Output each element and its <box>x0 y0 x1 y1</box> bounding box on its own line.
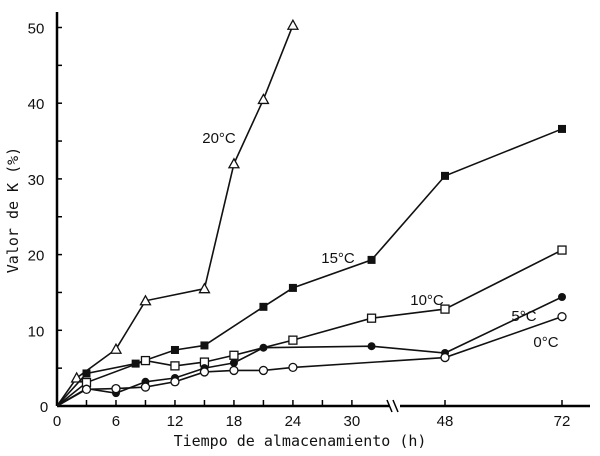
data-point-marker <box>81 384 92 394</box>
y-axis-title: Valor de K (%) <box>4 147 22 273</box>
data-point-marker <box>366 313 377 323</box>
data-point-marker <box>109 342 123 354</box>
data-point-marker <box>258 365 269 376</box>
x-tick-label: 72 <box>554 413 571 430</box>
y-tick-label: 30 <box>28 172 45 189</box>
data-point-marker <box>200 341 209 350</box>
series-label: 20°C <box>202 130 236 147</box>
series-label: 0°C <box>533 334 558 351</box>
data-point-marker <box>558 292 566 301</box>
series-15c <box>56 124 566 407</box>
series-line <box>56 128 563 407</box>
data-point-marker <box>111 383 121 394</box>
x-axis-title: Tiempo de almacenamiento (h) <box>174 432 427 450</box>
series-label: 15°C <box>321 250 355 267</box>
data-point-marker <box>288 335 298 345</box>
data-point-marker <box>139 294 152 306</box>
data-point-marker <box>440 352 450 363</box>
data-point-marker <box>199 367 210 377</box>
data-point-marker <box>70 371 83 383</box>
series-0c <box>56 312 567 407</box>
data-point-marker <box>140 355 151 366</box>
axis-break-mark <box>386 399 393 413</box>
data-point-marker <box>288 362 298 373</box>
x-tick-label: 6 <box>112 413 120 430</box>
data-point-marker <box>229 358 238 367</box>
data-point-marker <box>440 304 450 314</box>
x-tick-label: 0 <box>53 413 61 430</box>
data-point-marker <box>170 361 180 371</box>
series-labels: 20°C 15°C 10°C 5°C 0°C <box>202 130 559 351</box>
data-point-marker <box>367 255 376 264</box>
data-point-marker <box>286 18 300 30</box>
data-point-marker <box>557 245 567 255</box>
series-group <box>56 18 567 407</box>
data-point-marker <box>227 157 241 169</box>
y-tick-label: 40 <box>28 96 45 113</box>
x-tick-label: 24 <box>285 413 302 430</box>
data-point-marker <box>229 350 239 360</box>
data-point-marker <box>229 365 239 376</box>
data-point-marker <box>257 93 270 105</box>
x-tick-label: 30 <box>344 413 361 430</box>
data-point-marker <box>557 312 567 322</box>
data-point-marker <box>441 171 449 180</box>
x-tick-label: 12 <box>167 413 184 430</box>
data-point-marker <box>170 377 180 387</box>
data-point-marker <box>558 124 566 133</box>
data-point-marker <box>82 369 91 378</box>
y-tick-label: 0 <box>40 399 48 416</box>
data-point-marker <box>140 382 151 392</box>
data-point-marker <box>198 282 211 294</box>
data-point-marker <box>367 342 376 351</box>
axis-break-mark <box>392 399 399 413</box>
series-label: 5°C <box>511 308 536 325</box>
data-point-marker <box>259 302 268 311</box>
y-tick-label: 50 <box>28 21 45 38</box>
series-label: 10°C <box>410 292 444 309</box>
data-point-marker <box>288 283 297 292</box>
series-line <box>56 296 563 407</box>
data-point-marker <box>170 345 179 354</box>
axes: 0 10 20 30 40 50 0 6 12 18 24 30 48 72 <box>28 12 590 430</box>
y-tick-label: 20 <box>28 248 45 265</box>
series-line <box>56 249 563 407</box>
series-10c <box>56 245 567 407</box>
data-point-marker <box>259 343 268 352</box>
series-5c <box>56 292 566 407</box>
x-tick-label: 18 <box>226 413 243 430</box>
y-tick-label: 10 <box>28 323 45 340</box>
x-tick-label: 48 <box>437 413 454 430</box>
